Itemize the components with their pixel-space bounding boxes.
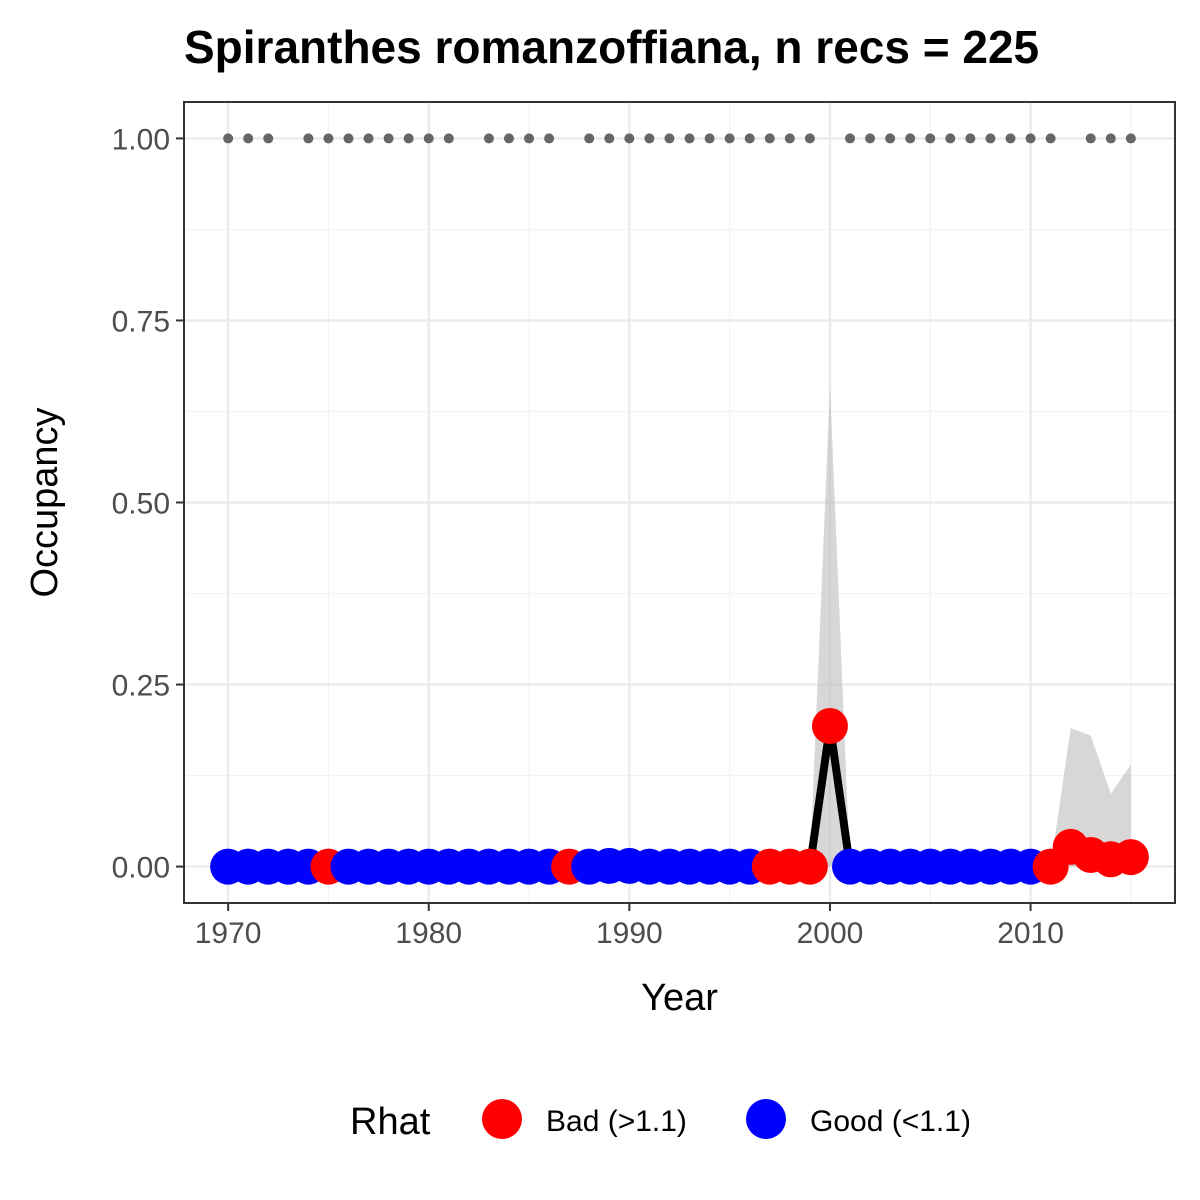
y-tick-label: 1.00 xyxy=(112,123,170,156)
record-dot xyxy=(1125,133,1136,144)
record-dot xyxy=(503,133,514,144)
record-dot xyxy=(403,133,414,144)
record-dot xyxy=(845,133,856,144)
record-dot xyxy=(1105,133,1116,144)
occupancy-points xyxy=(210,708,1149,885)
occupancy-point xyxy=(791,848,828,885)
record-dot xyxy=(423,133,434,144)
record-dot xyxy=(804,133,815,144)
x-tick-label: 2000 xyxy=(797,917,864,950)
record-dot xyxy=(1005,133,1016,144)
x-tick-label: 1990 xyxy=(596,917,663,950)
record-dot xyxy=(985,133,996,144)
record-dot xyxy=(644,133,655,144)
legend-label-bad: Bad (>1.1) xyxy=(546,1105,687,1138)
record-dot xyxy=(624,133,635,144)
record-dot xyxy=(343,133,354,144)
record-dot xyxy=(684,133,695,144)
x-tick-label: 1980 xyxy=(395,917,462,950)
record-dot xyxy=(885,133,896,144)
record-dot xyxy=(784,133,795,144)
record-dot xyxy=(263,133,274,144)
record-dot xyxy=(945,133,956,144)
record-dot xyxy=(764,133,775,144)
y-axis-title: Occupancy xyxy=(24,407,66,597)
record-dot xyxy=(223,133,234,144)
legend-key-good xyxy=(746,1099,786,1139)
x-tick-label: 1970 xyxy=(195,917,262,950)
record-dots xyxy=(223,133,1136,144)
record-dot xyxy=(303,133,314,144)
record-dot xyxy=(604,133,615,144)
record-dot xyxy=(383,133,394,144)
y-tick-label: 0.50 xyxy=(112,488,170,521)
record-dot xyxy=(865,133,876,144)
record-dot xyxy=(1045,133,1056,144)
record-dot xyxy=(544,133,555,144)
record-dot xyxy=(744,133,755,144)
legend-label-good: Good (<1.1) xyxy=(810,1105,971,1138)
record-dot xyxy=(584,133,595,144)
record-dot xyxy=(1025,133,1036,144)
record-dot xyxy=(965,133,976,144)
legend-title: Rhat xyxy=(350,1101,431,1143)
record-dot xyxy=(905,133,916,144)
record-dot xyxy=(724,133,735,144)
y-tick-label: 0.75 xyxy=(112,305,170,338)
legend-key-bad xyxy=(482,1099,522,1139)
y-tick-label: 0.00 xyxy=(112,852,170,885)
x-axis-title: Year xyxy=(641,977,718,1019)
record-dot xyxy=(483,133,494,144)
record-dot xyxy=(1085,133,1096,144)
record-dot xyxy=(524,133,535,144)
record-dot xyxy=(243,133,254,144)
record-dot xyxy=(443,133,454,144)
record-dot xyxy=(363,133,374,144)
record-dot xyxy=(704,133,715,144)
legend: Rhat Bad (>1.1) Good (<1.1) xyxy=(350,1099,971,1143)
y-tick-label: 0.25 xyxy=(112,670,170,703)
record-dot xyxy=(925,133,936,144)
record-dot xyxy=(664,133,675,144)
y-axis-ticks: 0.00 0.25 0.50 0.75 1.00 xyxy=(112,123,184,885)
credible-interval-area xyxy=(809,386,850,867)
occupancy-point xyxy=(811,708,848,745)
x-tick-label: 2010 xyxy=(997,917,1064,950)
grid-lines xyxy=(184,102,1175,903)
record-dot xyxy=(323,133,334,144)
chart-title: Spiranthes romanzoffiana, n recs = 225 xyxy=(184,21,1039,73)
x-axis-ticks: 1970 1980 1990 2000 2010 xyxy=(195,903,1064,950)
occupancy-point xyxy=(1112,839,1149,876)
